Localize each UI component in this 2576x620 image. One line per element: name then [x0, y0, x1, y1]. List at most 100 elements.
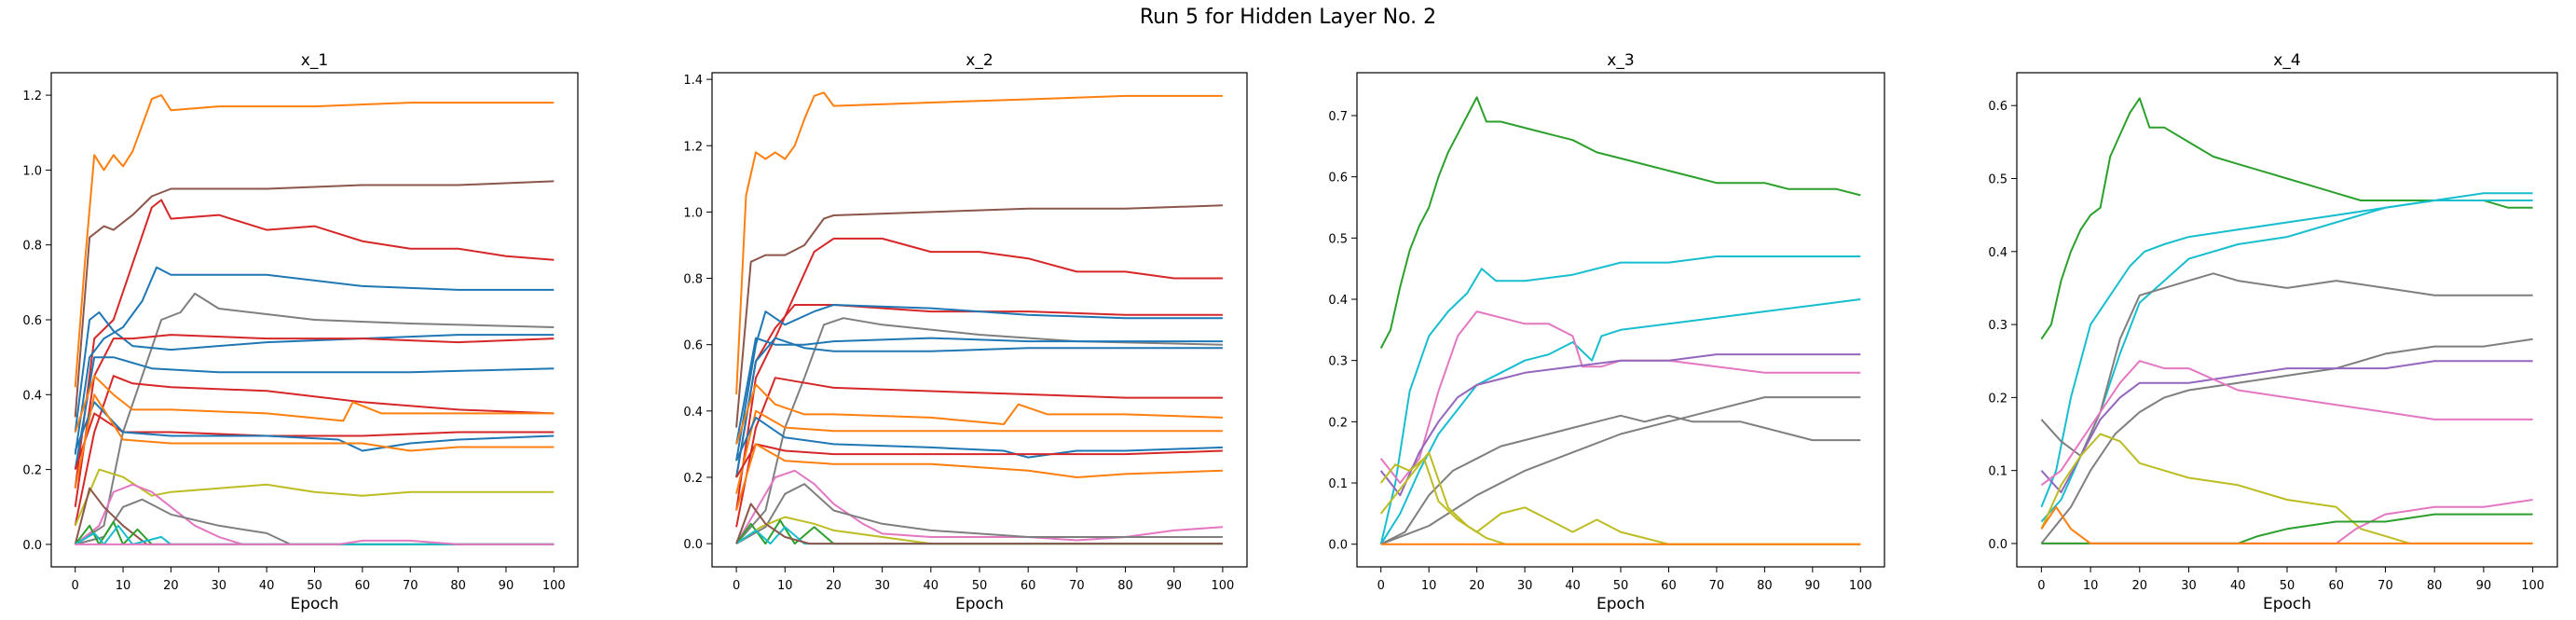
x-tick-label: 30	[2181, 579, 2197, 593]
x-tick-label: 90	[2476, 579, 2492, 593]
y-tick-label: 0.8	[22, 240, 42, 254]
series-line-11	[2040, 505, 2533, 544]
series-line-5	[75, 292, 555, 545]
series-line-7	[735, 337, 1223, 445]
series-line-7	[74, 334, 555, 507]
x-tick-label: 50	[972, 579, 988, 593]
series-line-5	[735, 304, 1223, 462]
series-line-8	[2040, 433, 2533, 544]
y-tick-label: 0.4	[1988, 246, 2007, 260]
series-line-4	[735, 304, 1223, 478]
x-tick-label: 10	[2083, 579, 2099, 593]
series-line-20	[735, 503, 1223, 545]
series-line-9	[735, 377, 1223, 528]
series-line-2	[735, 204, 1223, 428]
y-tick-label: 0.0	[22, 539, 42, 553]
axes-frame	[2016, 72, 2558, 568]
series-line-9	[74, 375, 555, 527]
series-line-6	[735, 317, 1223, 544]
x-tick-label: 100	[542, 579, 566, 593]
y-tick-label: 0.8	[683, 273, 703, 287]
y-tick-label: 0.1	[1328, 477, 1348, 491]
x-tick-label: 20	[2132, 579, 2148, 593]
y-tick-label: 1.0	[683, 206, 703, 220]
y-tick-label: 0.2	[1328, 416, 1348, 430]
series-line-18	[74, 520, 555, 545]
series-line-6	[1380, 414, 1861, 545]
series-line-6	[2040, 360, 2533, 494]
subplot-1: 0 10 20 30 40 50 60 70 80 90 100 0.0 0.2 0.4 0.6 0.8 1.0…	[22, 51, 579, 613]
series-line-14	[74, 468, 555, 527]
series-line-8	[735, 337, 1223, 478]
series-line-2	[74, 180, 555, 418]
x-tick-label: 40	[1565, 579, 1581, 593]
series-line-3	[735, 237, 1223, 511]
y-tick-label: 0.0	[1328, 539, 1348, 553]
x-tick-label: 0	[733, 579, 740, 593]
series-line-7	[1380, 396, 1861, 545]
y-tick-label: 0.6	[22, 314, 42, 328]
series-line-5	[1379, 353, 1861, 497]
series-line-8	[1379, 457, 1861, 545]
x-tick-label: 90	[499, 579, 514, 593]
series-line-2	[1379, 255, 1861, 544]
series-line-4	[2040, 272, 2533, 457]
x-tick-label: 90	[1805, 579, 1821, 593]
y-tick-label: 0.7	[1328, 110, 1348, 124]
x-tick-label: 10	[777, 579, 793, 593]
y-tick-label: 0.1	[1988, 465, 2007, 479]
x-tick-label: 50	[1613, 579, 1629, 593]
subplot-title: x_4	[2273, 51, 2300, 70]
x-tick-label: 60	[2328, 579, 2344, 593]
series-line-3	[74, 199, 555, 489]
series-line-13	[74, 393, 555, 489]
x-tick-label: 30	[1517, 579, 1533, 593]
y-tick-label: 0.5	[1988, 173, 2007, 187]
y-tick-label: 0.0	[1988, 538, 2007, 552]
series-line-10	[2041, 513, 2533, 544]
x-tick-label: 40	[2230, 579, 2246, 593]
x-tick-label: 80	[1757, 579, 1773, 593]
series-line-1	[74, 94, 555, 388]
x-tick-label: 80	[450, 579, 466, 593]
y-tick-label: 0.6	[1328, 172, 1348, 186]
series-line-20	[75, 539, 555, 545]
series-line-3	[1379, 298, 1861, 545]
x-tick-label: 20	[1469, 579, 1485, 593]
y-tick-label: 0.2	[683, 472, 703, 486]
subplot-4: 0 10 20 30 40 50 60 70 80 90 100 0.0 0.1 0.2 0.3 0.4 0.5…	[1988, 51, 2558, 613]
x-axis-label: Epoch	[290, 595, 338, 613]
subplot-3: 0 10 20 30 40 50 60 70 80 90 100 0.0 0.1 0.2 0.3 0.4 0.5…	[1328, 51, 1885, 613]
series-line-2	[2040, 192, 2533, 508]
x-tick-label: 60	[1021, 579, 1036, 593]
series-line-13	[735, 443, 1223, 478]
x-tick-label: 100	[1849, 579, 1872, 593]
series-line-4	[1379, 310, 1861, 484]
series-line-15	[735, 469, 1223, 544]
x-tick-label: 0	[72, 579, 79, 593]
subplot-title: x_2	[966, 51, 993, 70]
series-line-16	[75, 498, 555, 545]
y-tick-label: 0.2	[22, 464, 42, 478]
series-line-14	[735, 443, 1223, 511]
x-tick-label: 0	[1377, 579, 1385, 593]
x-tick-label: 100	[2521, 579, 2544, 593]
series-group	[1379, 96, 1861, 545]
series-line-7	[2040, 360, 2533, 487]
series-line-4	[74, 266, 555, 455]
series-line-18	[735, 519, 1223, 545]
series-line-11	[74, 412, 555, 470]
x-axis-label: Epoch	[955, 595, 1004, 613]
series-line-9	[1379, 451, 1861, 545]
axes-frame	[711, 72, 1248, 568]
x-tick-label: 70	[1069, 579, 1085, 593]
series-group	[2040, 97, 2533, 544]
x-axis-label: Epoch	[2263, 595, 2311, 613]
series-line-8	[74, 356, 555, 470]
x-tick-label: 0	[2037, 579, 2045, 593]
series-line-16	[735, 483, 1223, 544]
series-line-1	[1379, 96, 1861, 349]
x-tick-label: 30	[211, 579, 226, 593]
x-tick-label: 70	[1709, 579, 1725, 593]
